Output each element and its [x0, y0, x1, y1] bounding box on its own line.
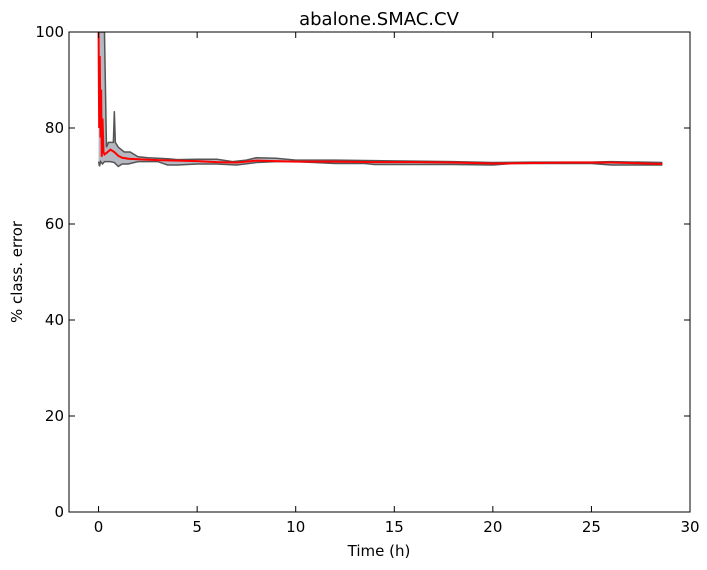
- y-tick-label: 0: [54, 503, 64, 521]
- y-tick-label: 20: [45, 407, 64, 425]
- y-tick-label: 60: [45, 215, 64, 233]
- plot-content: [97, 32, 663, 168]
- x-axis-label: Time (h): [347, 542, 411, 560]
- x-axis: 0 5 10 15 20 25 30: [94, 32, 700, 536]
- x-tick-label: 15: [385, 518, 404, 536]
- plot-area: [69, 32, 690, 512]
- y-tick-label: 80: [45, 119, 64, 137]
- lower-band-line: [97, 159, 663, 168]
- y-tick-label: 100: [35, 23, 64, 41]
- median-series-line: [97, 32, 663, 165]
- y-tick-label: 40: [45, 311, 64, 329]
- x-tick-label: 5: [192, 518, 202, 536]
- y-axis-label: % class. error: [8, 220, 26, 323]
- x-tick-label: 10: [286, 518, 305, 536]
- x-tick-label: 30: [680, 518, 699, 536]
- x-tick-label: 20: [483, 518, 502, 536]
- x-tick-label: 25: [582, 518, 601, 536]
- chart-title: abalone.SMAC.CV: [299, 9, 460, 30]
- x-tick-label: 0: [94, 518, 104, 536]
- plot-frame: [68, 31, 691, 513]
- y-axis: 0 20 40 60 80 100: [35, 23, 690, 521]
